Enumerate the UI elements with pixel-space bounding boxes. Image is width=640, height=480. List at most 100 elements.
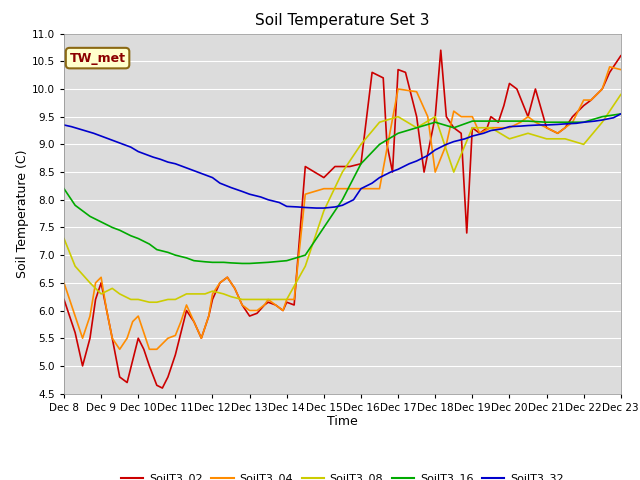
SoilT3_04 — [495, 125, 502, 131]
SoilT3_16 — [108, 225, 116, 230]
SoilT3_02 — [231, 286, 239, 291]
SoilT3_02 — [437, 48, 445, 53]
SoilT3_08 — [145, 300, 153, 305]
SoilT3_08 — [275, 297, 283, 302]
SoilT3_04 — [190, 319, 198, 324]
SoilT3_08 — [320, 208, 328, 214]
SoilT3_16 — [413, 125, 420, 131]
SoilT3_16 — [479, 118, 487, 124]
SoilT3_16 — [357, 161, 365, 167]
SoilT3_16 — [116, 228, 124, 233]
SoilT3_08 — [468, 125, 476, 131]
SoilT3_04 — [164, 336, 172, 341]
SoilT3_08 — [201, 291, 209, 297]
SoilT3_16 — [201, 259, 209, 264]
SoilT3_08 — [71, 264, 79, 269]
SoilT3_08 — [108, 286, 116, 291]
SoilT3_08 — [487, 125, 495, 131]
SoilT3_08 — [220, 291, 227, 297]
Line: SoilT3_02: SoilT3_02 — [64, 50, 621, 388]
SoilT3_16 — [301, 252, 309, 258]
SoilT3_08 — [227, 294, 235, 300]
SoilT3_08 — [598, 120, 606, 125]
SoilT3_08 — [257, 297, 264, 302]
SoilT3_16 — [60, 186, 68, 192]
SoilT3_08 — [580, 142, 588, 147]
Y-axis label: Soil Temperature (C): Soil Temperature (C) — [16, 149, 29, 278]
SoilT3_08 — [431, 114, 439, 120]
Text: TW_met: TW_met — [70, 51, 125, 65]
SoilT3_16 — [580, 120, 588, 125]
SoilT3_08 — [506, 136, 513, 142]
SoilT3_16 — [190, 258, 198, 264]
SoilT3_16 — [145, 241, 153, 247]
SoilT3_16 — [339, 197, 346, 203]
SoilT3_32 — [60, 122, 68, 128]
SoilT3_08 — [153, 300, 161, 305]
SoilT3_08 — [127, 297, 134, 302]
SoilT3_02 — [500, 103, 508, 108]
SoilT3_02 — [617, 53, 625, 59]
SoilT3_08 — [339, 169, 346, 175]
SoilT3_08 — [134, 297, 142, 302]
SoilT3_02 — [159, 385, 166, 391]
SoilT3_32 — [598, 117, 606, 123]
SoilT3_16 — [506, 118, 513, 124]
SoilT3_08 — [238, 297, 246, 302]
SoilT3_16 — [468, 118, 476, 124]
SoilT3_08 — [283, 297, 291, 302]
SoilT3_02 — [346, 164, 354, 169]
Legend: SoilT3_02, SoilT3_04, SoilT3_08, SoilT3_16, SoilT3_32: SoilT3_02, SoilT3_04, SoilT3_08, SoilT3_… — [116, 469, 568, 480]
Line: SoilT3_32: SoilT3_32 — [64, 114, 621, 208]
SoilT3_08 — [164, 297, 172, 302]
SoilT3_02 — [103, 308, 111, 313]
SoilT3_16 — [524, 118, 532, 124]
SoilT3_16 — [487, 118, 495, 124]
SoilT3_04 — [253, 308, 261, 313]
SoilT3_08 — [561, 136, 569, 142]
SoilT3_16 — [543, 120, 550, 125]
SoilT3_08 — [543, 136, 550, 142]
SoilT3_08 — [524, 131, 532, 136]
SoilT3_32 — [201, 172, 209, 178]
SoilT3_08 — [86, 280, 94, 286]
SoilT3_16 — [86, 214, 94, 219]
SoilT3_04 — [60, 280, 68, 286]
SoilT3_16 — [182, 255, 190, 261]
SoilT3_04 — [606, 64, 614, 70]
SoilT3_16 — [394, 131, 402, 136]
SoilT3_16 — [71, 203, 79, 208]
SoilT3_02 — [431, 114, 439, 120]
SoilT3_08 — [97, 291, 105, 297]
SoilT3_32 — [312, 205, 320, 211]
SoilT3_16 — [153, 247, 161, 252]
SoilT3_04 — [617, 67, 625, 72]
SoilT3_08 — [394, 114, 402, 120]
SoilT3_16 — [238, 261, 246, 266]
Title: Soil Temperature Set 3: Soil Temperature Set 3 — [255, 13, 429, 28]
SoilT3_08 — [246, 297, 253, 302]
SoilT3_16 — [450, 125, 458, 131]
SoilT3_08 — [182, 291, 190, 297]
SoilT3_04 — [92, 280, 99, 286]
SoilT3_08 — [116, 291, 124, 297]
SoilT3_16 — [283, 258, 291, 264]
SoilT3_16 — [264, 260, 272, 265]
SoilT3_32 — [275, 200, 283, 205]
SoilT3_08 — [264, 297, 272, 302]
SoilT3_32 — [339, 203, 346, 208]
SoilT3_16 — [127, 233, 134, 239]
SoilT3_32 — [543, 122, 550, 128]
SoilT3_16 — [246, 261, 253, 266]
SoilT3_02 — [60, 297, 68, 302]
SoilT3_16 — [97, 219, 105, 225]
SoilT3_08 — [60, 236, 68, 241]
SoilT3_16 — [134, 236, 142, 241]
SoilT3_08 — [190, 291, 198, 297]
SoilT3_32 — [172, 161, 179, 167]
SoilT3_08 — [413, 125, 420, 131]
SoilT3_16 — [209, 260, 216, 265]
Line: SoilT3_16: SoilT3_16 — [64, 114, 621, 264]
SoilT3_08 — [209, 288, 216, 294]
SoilT3_16 — [561, 120, 569, 125]
